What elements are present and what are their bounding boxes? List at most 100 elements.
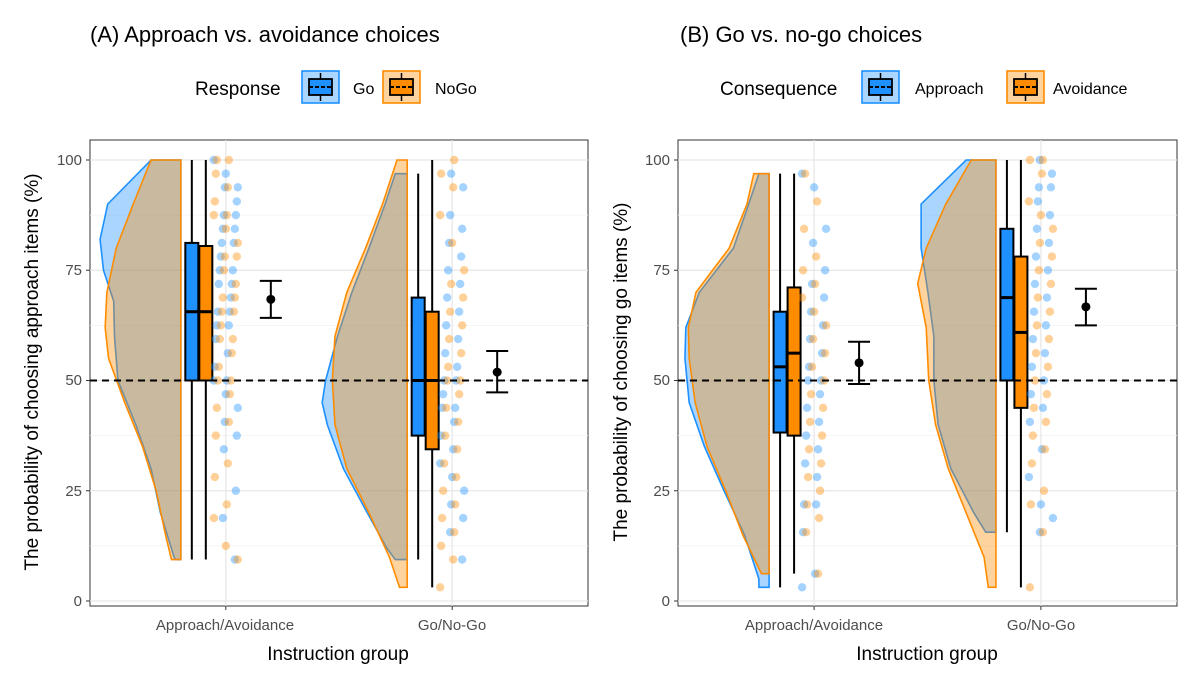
data-point: [232, 197, 242, 206]
data-point: [228, 266, 238, 275]
density-go: [321, 172, 408, 561]
data-point: [446, 169, 456, 178]
data-point: [1044, 334, 1054, 344]
data-point: [1029, 307, 1039, 316]
data-point: [222, 500, 232, 509]
data-point: [814, 417, 824, 427]
y-tick-label: 50: [65, 372, 82, 389]
data-point: [1034, 266, 1044, 275]
data-point: [443, 266, 453, 275]
data-point: [1030, 376, 1040, 385]
data-point: [436, 169, 446, 178]
x-tick-label: Go/No-Go: [418, 617, 486, 634]
data-point: [218, 293, 228, 302]
data-point: [222, 210, 232, 220]
y-axis-title: The probability of choosing go items (%): [611, 203, 632, 542]
data-point: [441, 403, 451, 413]
data-point: [1047, 252, 1057, 261]
data-point: [1031, 348, 1041, 358]
data-point: [1033, 293, 1043, 302]
plot-area: [674, 139, 1178, 610]
data-point: [798, 266, 808, 275]
x-axis-title: Instruction group: [267, 644, 409, 665]
data-point: [812, 472, 822, 482]
data-point: [435, 210, 445, 220]
data-point: [802, 403, 812, 413]
data-point: [1027, 362, 1037, 372]
data-point: [458, 293, 468, 302]
data-point: [221, 541, 231, 551]
data-point: [214, 362, 224, 372]
legend-label-approach: Approach: [915, 81, 984, 98]
data-point: [1032, 224, 1042, 233]
data-point: [1046, 183, 1056, 192]
data-point: [1040, 348, 1050, 358]
data-point: [210, 362, 220, 372]
data-point: [797, 583, 807, 592]
y-tick-label: 25: [653, 483, 670, 500]
data-point: [218, 224, 228, 233]
plot-border: [677, 139, 1178, 607]
data-point: [218, 513, 228, 523]
data-point: [1040, 445, 1050, 454]
data-point: [226, 376, 236, 385]
data-point: [442, 293, 452, 302]
data-point: [454, 307, 464, 316]
data-point: [438, 389, 448, 399]
data-point: [436, 431, 446, 440]
data-point: [233, 403, 243, 413]
box-approach: [772, 310, 788, 434]
data-point: [1044, 238, 1054, 248]
data-point: [1042, 389, 1052, 399]
data-point: [219, 445, 229, 454]
data-point: [226, 293, 236, 302]
data-point: [804, 445, 814, 454]
data-point: [223, 459, 233, 468]
data-point: [456, 348, 466, 358]
data-point: [445, 528, 455, 537]
data-point: [219, 210, 229, 220]
density-nogo: [331, 159, 408, 589]
data-point: [815, 389, 825, 399]
data-point: [811, 500, 821, 509]
data-point: [450, 500, 460, 509]
data-point: [435, 459, 445, 468]
data-point: [232, 431, 242, 440]
data-point: [810, 569, 820, 578]
x-axis-title: Instruction group: [856, 644, 998, 665]
mean-point: [492, 367, 502, 377]
data-point: [217, 238, 227, 248]
data-point: [820, 348, 830, 358]
data-point: [797, 169, 807, 178]
data-point: [449, 155, 459, 165]
data-point: [1034, 183, 1044, 192]
data-point: [811, 252, 821, 261]
data-point: [1033, 197, 1043, 206]
data-point: [1047, 169, 1057, 178]
legend-title: Response: [195, 79, 281, 100]
data-point: [224, 417, 234, 427]
data-point: [1024, 197, 1034, 206]
data-point: [447, 238, 457, 248]
data-point: [1030, 279, 1040, 289]
data-point: [1046, 279, 1056, 289]
data-point: [437, 403, 447, 413]
data-point: [803, 472, 813, 482]
box-go: [410, 296, 426, 437]
data-point: [224, 321, 234, 330]
data-point: [447, 472, 457, 482]
data-point: [1043, 266, 1053, 275]
data-point: [806, 389, 816, 399]
data-point: [449, 417, 459, 427]
data-point: [809, 183, 819, 192]
data-point: [457, 321, 467, 330]
data-point: [215, 266, 225, 275]
panel-title: (A) Approach vs. avoidance choices: [90, 22, 440, 47]
data-point: [1038, 155, 1048, 165]
data-point: [802, 500, 812, 509]
data-point: [1036, 210, 1046, 220]
y-tick-label: 100: [645, 152, 670, 169]
data-point: [445, 307, 455, 316]
data-point: [437, 513, 447, 523]
